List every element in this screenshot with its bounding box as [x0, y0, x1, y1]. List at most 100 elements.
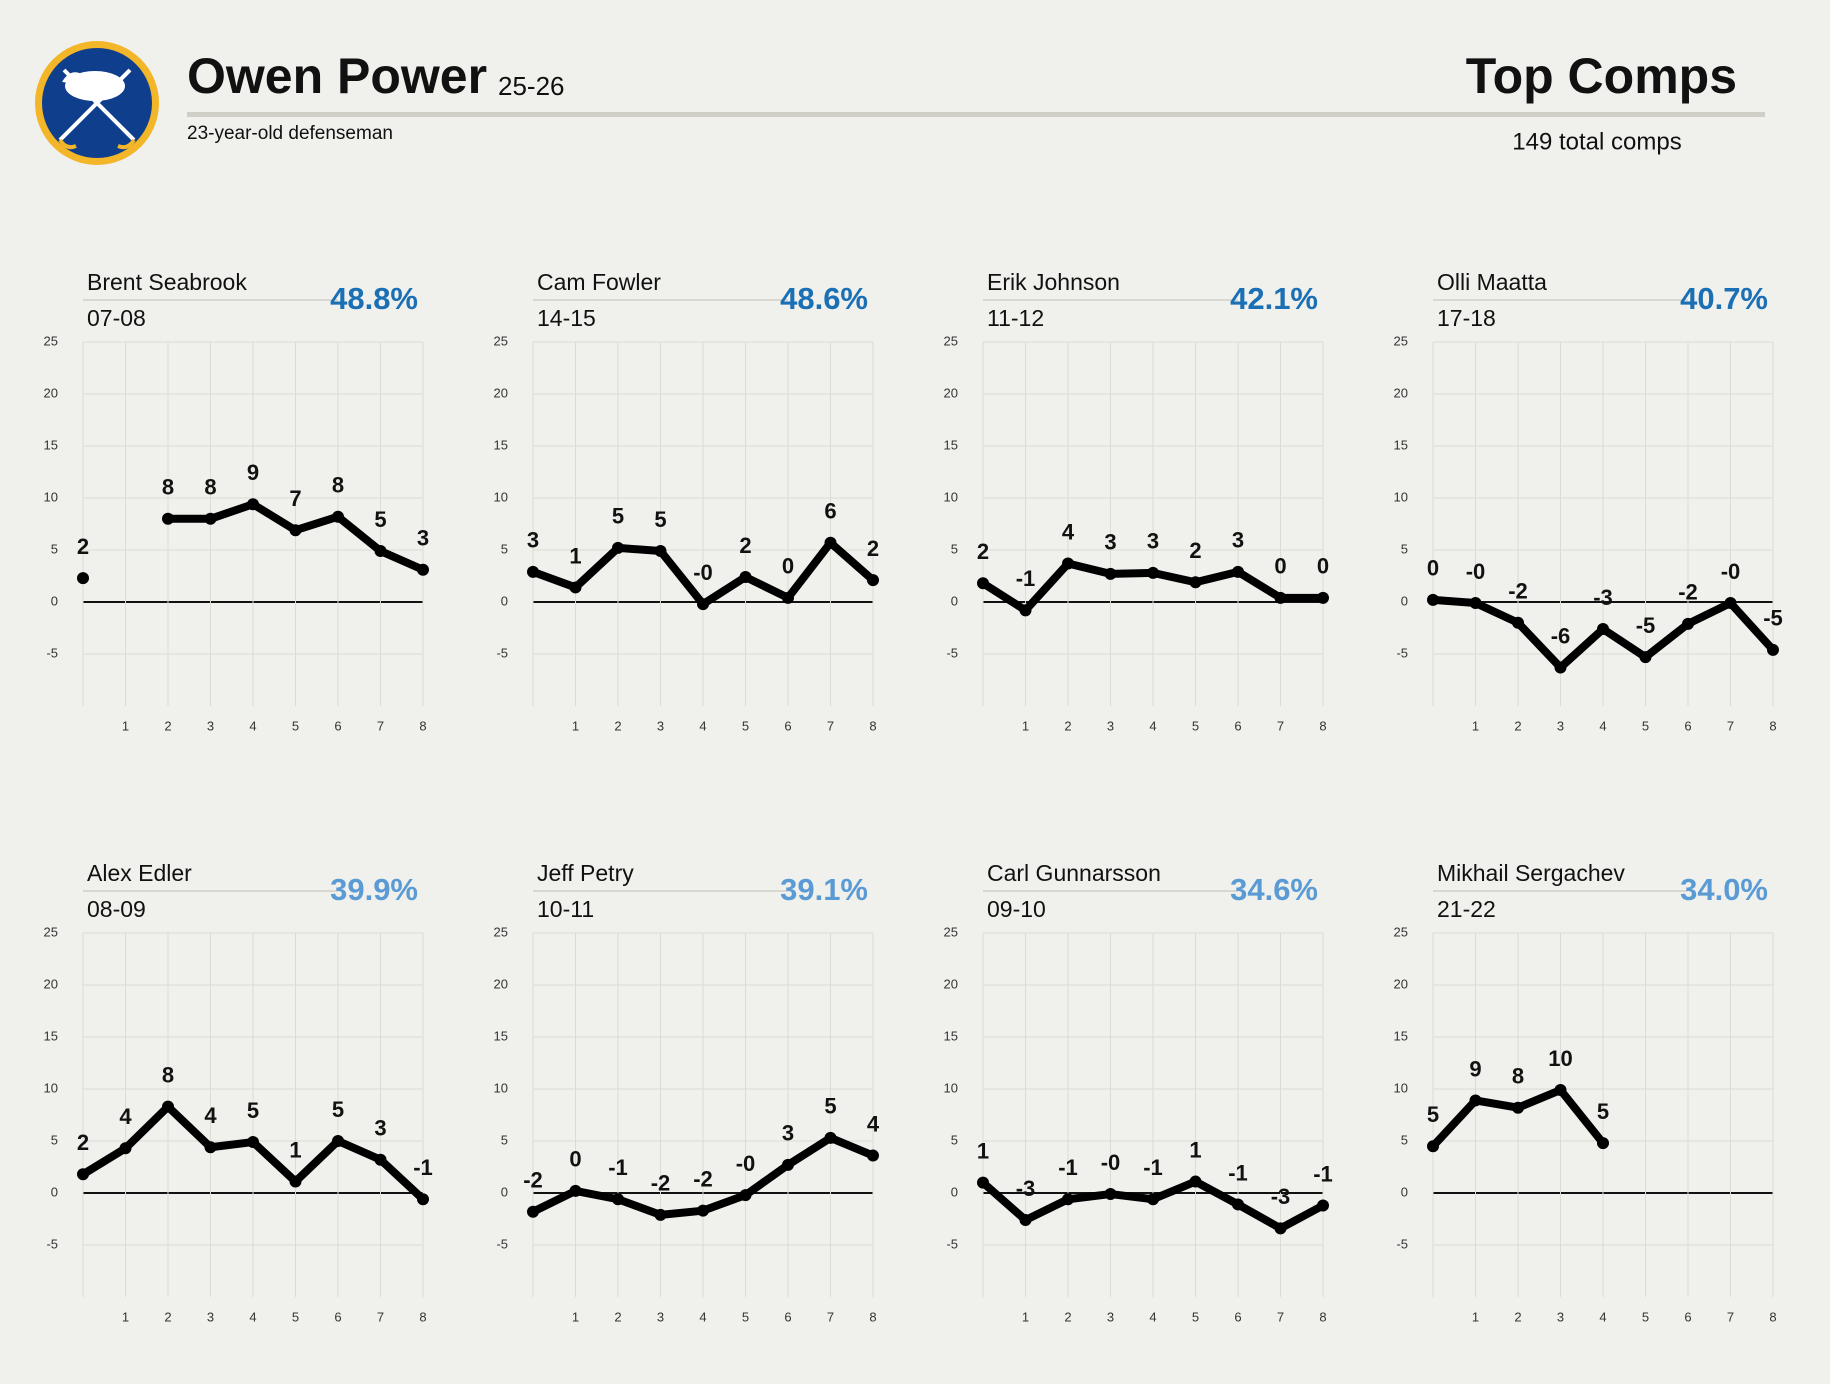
value-label: 8 [332, 473, 344, 498]
comp-name: Brent Seabrook [87, 269, 247, 295]
section-title: Top Comps [1466, 48, 1737, 104]
comp-similarity: 42.1% [1230, 281, 1318, 316]
y-tick-label: 25 [1394, 924, 1408, 939]
comp-season: 21-22 [1437, 896, 1496, 922]
point [527, 1205, 539, 1218]
point [1019, 1214, 1032, 1227]
value-label: 1 [569, 543, 581, 568]
comp-season: 10-11 [537, 896, 594, 922]
point [569, 1184, 582, 1197]
y-tick-label: 10 [44, 489, 58, 504]
comp-season: 07-08 [87, 305, 146, 331]
y-tick-label: 15 [494, 437, 508, 452]
y-tick-label: 10 [944, 489, 958, 504]
y-tick-label: 20 [1394, 976, 1408, 991]
y-tick-label: 0 [501, 593, 508, 608]
value-label: -3 [1593, 585, 1613, 610]
y-tick-label: 20 [44, 976, 58, 991]
value-label: 2 [1189, 538, 1201, 563]
point [1682, 617, 1694, 630]
point [612, 1193, 624, 1206]
x-tick-label: 2 [1064, 718, 1071, 733]
y-tick-label: -5 [496, 645, 508, 660]
x-tick-label: 2 [1064, 1309, 1071, 1324]
value-label: 7 [289, 486, 301, 511]
y-tick-label: 0 [1401, 1184, 1408, 1199]
comp-season: 17-18 [1437, 305, 1496, 331]
point [417, 1193, 429, 1206]
y-tick-label: -5 [1396, 645, 1408, 660]
y-tick-label: 5 [1401, 541, 1408, 556]
x-tick-label: 6 [334, 718, 341, 733]
x-tick-label: 2 [614, 1309, 621, 1324]
value-label: 2 [867, 536, 879, 561]
value-label: 3 [1232, 528, 1244, 553]
x-tick-label: 7 [827, 1309, 834, 1324]
x-tick-label: 3 [1557, 718, 1564, 733]
comp-similarity: 34.6% [1230, 872, 1318, 907]
value-label: -2 [1678, 580, 1698, 605]
season: 25-26 [498, 71, 565, 101]
x-tick-label: 2 [164, 718, 171, 733]
y-tick-label: 15 [44, 1028, 58, 1043]
x-tick-label: 7 [1727, 718, 1734, 733]
x-tick-label: 7 [1727, 1309, 1734, 1324]
y-tick-label: 15 [494, 1028, 508, 1043]
point [247, 1136, 259, 1149]
value-label: 9 [1469, 1056, 1481, 1081]
player-name: Owen Power [187, 48, 487, 104]
y-tick-label: -5 [1396, 1236, 1408, 1251]
x-tick-label: 3 [1107, 1309, 1114, 1324]
y-tick-label: 20 [494, 385, 508, 400]
point [1554, 661, 1567, 674]
point [1317, 591, 1329, 604]
x-tick-label: 6 [784, 1309, 791, 1324]
x-tick-label: 4 [1599, 1309, 1606, 1324]
x-tick-label: 8 [1769, 718, 1776, 733]
x-tick-label: 2 [164, 1309, 171, 1324]
value-label: 5 [374, 507, 386, 532]
value-label: -1 [413, 1155, 433, 1180]
y-tick-label: 5 [501, 541, 508, 556]
value-label: -6 [1551, 623, 1571, 648]
value-label: -3 [1016, 1176, 1036, 1201]
value-label: -1 [1313, 1161, 1333, 1186]
comp-name: Erik Johnson [987, 269, 1120, 295]
value-label: 1 [289, 1137, 301, 1162]
point [654, 1208, 667, 1221]
comp-season: 11-12 [987, 305, 1044, 331]
x-tick-label: 5 [1642, 1309, 1649, 1324]
point [1469, 1094, 1482, 1107]
header-rule [187, 112, 1765, 117]
y-tick-label: -5 [946, 645, 958, 660]
point [1767, 643, 1779, 656]
x-tick-label: 2 [1514, 1309, 1521, 1324]
x-tick-label: 7 [1277, 718, 1284, 733]
value-label: 5 [1427, 1102, 1439, 1127]
value-label: 0 [1427, 556, 1439, 581]
point [1427, 593, 1439, 606]
value-label: -3 [1271, 1184, 1291, 1209]
value-label: 5 [1597, 1099, 1609, 1124]
comp-name: Carl Gunnarsson [987, 860, 1161, 886]
y-tick-label: 0 [51, 593, 58, 608]
value-label: 2 [739, 533, 751, 558]
point [289, 524, 302, 537]
value-label: 4 [119, 1104, 132, 1129]
value-label: 4 [1062, 519, 1075, 544]
value-label: 0 [1317, 554, 1329, 579]
x-tick-label: 6 [1234, 718, 1241, 733]
x-tick-label: 5 [292, 1309, 299, 1324]
point [1554, 1084, 1567, 1097]
x-tick-label: 3 [207, 718, 214, 733]
x-tick-label: 6 [334, 1309, 341, 1324]
x-tick-label: 2 [1514, 718, 1521, 733]
point [1512, 616, 1524, 629]
x-tick-label: 8 [869, 718, 876, 733]
point [1189, 576, 1202, 589]
point [332, 510, 344, 523]
comp-similarity: 39.9% [330, 872, 418, 907]
point [1104, 1188, 1117, 1201]
x-tick-label: 1 [122, 1309, 129, 1324]
